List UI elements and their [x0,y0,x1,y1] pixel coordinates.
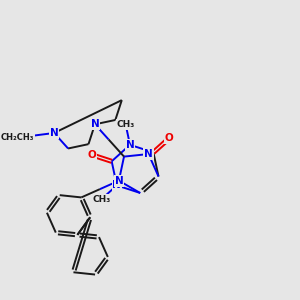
Text: N: N [144,149,153,159]
Text: CH₂CH₃: CH₂CH₃ [1,133,34,142]
Text: O: O [164,134,173,143]
Text: N: N [126,140,134,150]
Text: CH₃: CH₃ [92,195,110,204]
Text: N: N [112,180,121,190]
Text: N: N [50,128,58,138]
Text: N: N [115,176,123,186]
Text: N: N [91,119,99,129]
Text: O: O [88,150,96,160]
Text: CH₃: CH₃ [116,120,135,129]
